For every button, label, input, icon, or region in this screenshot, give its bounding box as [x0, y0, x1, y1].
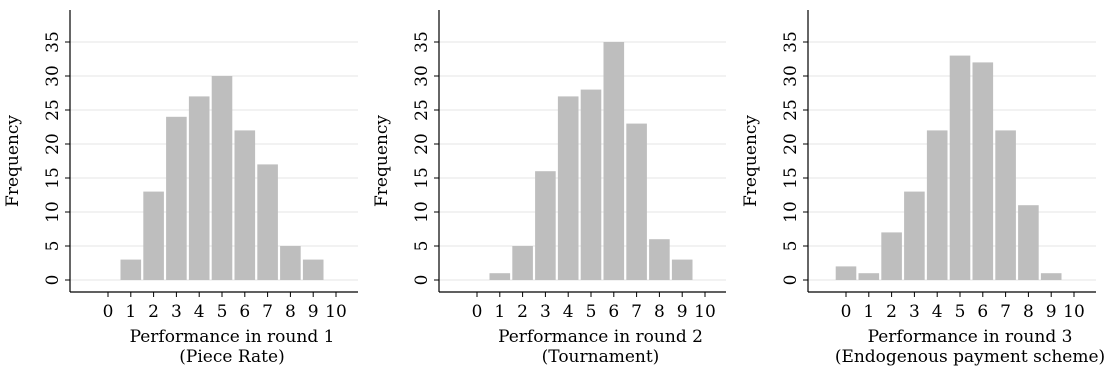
y-tick-label: 10	[43, 201, 63, 223]
x-tick-label: 5	[586, 302, 597, 322]
y-tick-label: 15	[781, 167, 801, 189]
bar-1	[858, 273, 880, 280]
x-axis-subtitle: (Piece Rate)	[179, 347, 284, 367]
x-tick-label: 7	[631, 302, 642, 322]
y-tick-label: 35	[781, 31, 801, 53]
x-axis-subtitle: (Endogenous payment scheme)	[835, 347, 1105, 367]
x-tick-label: 6	[239, 302, 250, 322]
x-axis-title: Performance in round 3	[868, 327, 1073, 347]
bar-8	[1018, 205, 1039, 280]
x-tick-label: 10	[694, 302, 716, 322]
bar-9	[671, 259, 693, 280]
x-tick-label: 2	[148, 302, 159, 322]
x-axis-title: Performance in round 2	[498, 327, 703, 347]
bar-2	[512, 246, 533, 280]
bar-6	[234, 130, 256, 280]
x-tick-label: 7	[262, 302, 273, 322]
bar-6	[972, 62, 994, 281]
bar-3	[904, 191, 925, 280]
y-tick-label: 30	[781, 65, 801, 87]
y-tick-label: 10	[412, 201, 432, 223]
x-tick-label: 9	[308, 302, 319, 322]
y-tick-label: 20	[412, 133, 432, 155]
x-axis-subtitle: (Tournament)	[542, 347, 660, 367]
bar-7	[626, 123, 647, 280]
x-tick-label: 1	[863, 302, 874, 322]
x-tick-label: 3	[540, 302, 551, 322]
x-tick-label: 10	[1063, 302, 1085, 322]
y-tick-label: 15	[43, 167, 63, 189]
x-tick-label: 6	[608, 302, 619, 322]
bar-6	[603, 42, 625, 280]
y-tick-label: 5	[412, 241, 432, 252]
y-tick-label: 5	[43, 241, 63, 252]
bar-1	[489, 273, 511, 280]
bar-4	[557, 96, 579, 281]
x-tick-label: 0	[103, 302, 114, 322]
bar-8	[649, 239, 670, 280]
x-tick-label: 6	[977, 302, 988, 322]
bar-5	[949, 55, 971, 280]
y-tick-label: 0	[412, 275, 432, 286]
x-tick-label: 5	[217, 302, 228, 322]
x-tick-label: 2	[517, 302, 528, 322]
y-tick-label: 35	[412, 31, 432, 53]
bar-4	[926, 130, 948, 280]
x-tick-label: 0	[472, 302, 483, 322]
x-tick-label: 1	[125, 302, 136, 322]
y-axis-title: Frequency	[741, 115, 761, 207]
y-tick-label: 10	[781, 201, 801, 223]
bar-1	[120, 259, 142, 280]
x-tick-label: 7	[1000, 302, 1011, 322]
y-tick-label: 0	[781, 275, 801, 286]
x-tick-label: 4	[194, 302, 205, 322]
x-tick-label: 4	[932, 302, 943, 322]
x-tick-label: 8	[654, 302, 665, 322]
x-tick-label: 0	[841, 302, 852, 322]
x-tick-label: 1	[494, 302, 505, 322]
bar-7	[257, 164, 278, 280]
bar-9	[1040, 273, 1062, 280]
x-tick-label: 2	[886, 302, 897, 322]
y-tick-label: 5	[781, 241, 801, 252]
bar-2	[143, 191, 164, 280]
y-axis-title: Frequency	[3, 115, 23, 207]
x-tick-label: 8	[1023, 302, 1034, 322]
bar-3	[535, 171, 556, 280]
bar-9	[302, 259, 324, 280]
x-tick-label: 9	[1046, 302, 1057, 322]
y-axis-title: Frequency	[372, 115, 392, 207]
bar-5	[580, 89, 602, 280]
bar-4	[188, 96, 210, 281]
x-tick-label: 9	[677, 302, 688, 322]
bar-0	[835, 266, 857, 280]
y-tick-label: 30	[43, 65, 63, 87]
x-tick-label: 10	[325, 302, 347, 322]
x-tick-label: 3	[171, 302, 182, 322]
y-tick-label: 20	[43, 133, 63, 155]
bar-2	[881, 232, 902, 280]
y-tick-label: 15	[412, 167, 432, 189]
bar-7	[995, 130, 1016, 280]
x-tick-label: 4	[563, 302, 574, 322]
y-tick-label: 35	[43, 31, 63, 53]
y-tick-label: 25	[43, 99, 63, 121]
y-tick-label: 20	[781, 133, 801, 155]
x-axis-title: Performance in round 1	[130, 327, 335, 347]
y-tick-label: 0	[43, 275, 63, 286]
bar-8	[280, 246, 301, 280]
x-tick-label: 5	[955, 302, 966, 322]
y-tick-label: 25	[412, 99, 432, 121]
x-tick-label: 8	[285, 302, 296, 322]
bar-3	[166, 116, 187, 280]
x-tick-label: 3	[909, 302, 920, 322]
y-tick-label: 25	[781, 99, 801, 121]
y-tick-label: 30	[412, 65, 432, 87]
bar-5	[211, 76, 233, 280]
